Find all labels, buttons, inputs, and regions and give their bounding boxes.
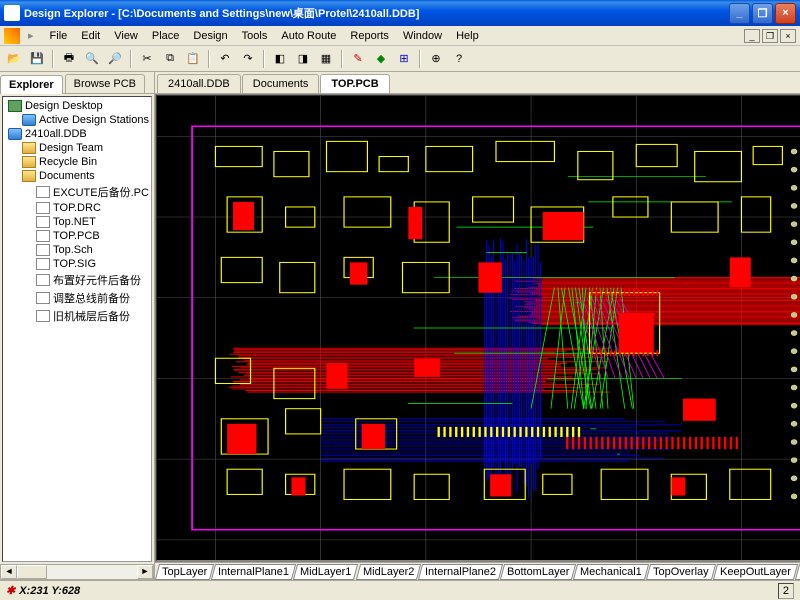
zoom-out-icon[interactable]: 🔎 <box>105 49 125 69</box>
layer-tab[interactable]: BottomLayer <box>500 564 577 580</box>
tree-item[interactable]: Top.Sch <box>5 243 149 257</box>
tool-f-icon[interactable]: ⊞ <box>394 49 414 69</box>
tree-item[interactable]: Design Team <box>5 141 149 155</box>
close-button[interactable]: × <box>775 3 796 24</box>
layer-tab[interactable]: TopLayer <box>155 564 214 580</box>
scroll-right-button[interactable]: ► <box>137 565 153 579</box>
menu-place[interactable]: Place <box>146 28 186 44</box>
tool-g-icon[interactable]: ⊕ <box>426 49 446 69</box>
tool-a-icon[interactable]: ◧ <box>270 49 290 69</box>
help-icon[interactable]: ? <box>449 49 469 69</box>
cut-icon[interactable]: ✂ <box>137 49 157 69</box>
menu-view[interactable]: View <box>108 28 144 44</box>
mdi-close-button[interactable]: × <box>780 29 796 43</box>
toolbar: 📂 💾 🖶 🔍 🔎 ✂ ⧉ 📋 ↶ ↷ ◧ ◨ ▦ ✎ ◆ ⊞ ⊕ ? <box>0 46 800 72</box>
project-tree[interactable]: Design DesktopActive Design Stations2410… <box>2 96 152 562</box>
tree-item[interactable]: Design Desktop <box>5 99 149 113</box>
layer-tab[interactable]: InternalPlane1 <box>211 564 296 580</box>
maximize-button[interactable]: ❐ <box>752 3 773 24</box>
scroll-thumb[interactable] <box>17 565 47 579</box>
copy-icon[interactable]: ⧉ <box>160 49 180 69</box>
layer-tab[interactable]: MidLayer2 <box>355 564 421 580</box>
menu-reports[interactable]: Reports <box>344 28 395 44</box>
tree-item[interactable]: TOP.PCB <box>5 229 149 243</box>
tree-item[interactable]: TOP.SIG <box>5 257 149 271</box>
menu-help[interactable]: Help <box>450 28 485 44</box>
status-indicator: 2 <box>778 583 794 599</box>
document-tabs: 2410all.DDBDocumentsTOP.PCB <box>155 72 800 94</box>
cursor-coordinates: ✱X:231 Y:628 <box>6 584 80 597</box>
work-area: 2410all.DDBDocumentsTOP.PCB TopLayerInte… <box>155 72 800 580</box>
paste-icon[interactable]: 📋 <box>183 49 203 69</box>
browse-pcb-tab[interactable]: Browse PCB <box>65 74 145 93</box>
tree-item[interactable]: 2410all.DDB <box>5 127 149 141</box>
menu-edit[interactable]: Edit <box>75 28 106 44</box>
tree-item[interactable]: Recycle Bin <box>5 155 149 169</box>
redo-icon[interactable]: ↷ <box>238 49 258 69</box>
tool-e-icon[interactable]: ◆ <box>371 49 391 69</box>
tree-item[interactable]: Active Design Stations <box>5 113 149 127</box>
doc-tab[interactable]: Documents <box>242 74 320 93</box>
app-icon <box>4 5 20 21</box>
menu-design[interactable]: Design <box>187 28 233 44</box>
doc-tab[interactable]: TOP.PCB <box>320 74 389 93</box>
tree-item[interactable]: 调整总线前备份 <box>5 289 149 307</box>
menu-logo-icon <box>4 28 20 44</box>
menu-file[interactable]: File <box>44 28 74 44</box>
statusbar: ✱X:231 Y:628 2 <box>0 580 800 600</box>
layer-tab[interactable]: Mechanical1 <box>573 564 649 580</box>
menubar: ▸ FileEditViewPlaceDesignToolsAuto Route… <box>0 26 800 46</box>
layer-tabs: TopLayerInternalPlane1MidLayer1MidLayer2… <box>155 562 800 580</box>
pcb-canvas[interactable] <box>156 95 800 561</box>
layer-tab[interactable]: TopOverlay <box>646 564 716 580</box>
layer-tab[interactable]: InternalPlane2 <box>418 564 503 580</box>
open-icon[interactable]: 📂 <box>4 49 24 69</box>
tree-item[interactable]: Documents <box>5 169 149 183</box>
print-icon[interactable]: 🖶 <box>59 49 79 69</box>
tree-item[interactable]: 布置好元件后备份 <box>5 271 149 289</box>
menu-arrow-icon: ▸ <box>28 29 34 42</box>
tree-item[interactable]: 旧机械层后备份 <box>5 307 149 325</box>
tree-hscroll[interactable]: ◄ ► <box>0 564 154 580</box>
minimize-button[interactable]: _ <box>729 3 750 24</box>
tree-item[interactable]: TOP.DRC <box>5 201 149 215</box>
explorer-tab[interactable]: Explorer <box>0 75 63 94</box>
layer-tab[interactable]: MidLayer1 <box>293 564 359 580</box>
scroll-left-button[interactable]: ◄ <box>1 565 17 579</box>
zoom-in-icon[interactable]: 🔍 <box>82 49 102 69</box>
tree-item[interactable]: EXCUTE后备份.PC <box>5 183 149 201</box>
menu-tools[interactable]: Tools <box>236 28 274 44</box>
undo-icon[interactable]: ↶ <box>215 49 235 69</box>
save-icon[interactable]: 💾 <box>27 49 47 69</box>
doc-tab[interactable]: 2410all.DDB <box>157 74 241 93</box>
tool-c-icon[interactable]: ▦ <box>316 49 336 69</box>
tool-d-icon[interactable]: ✎ <box>348 49 368 69</box>
mdi-minimize-button[interactable]: _ <box>744 29 760 43</box>
titlebar: Design Explorer - [C:\Documents and Sett… <box>0 0 800 26</box>
mdi-buttons: _ ❐ × <box>744 29 796 43</box>
titlebar-text: Design Explorer - [C:\Documents and Sett… <box>24 5 729 21</box>
layer-tab[interactable]: KeepOutLayer <box>713 564 798 580</box>
tree-item[interactable]: Top.NET <box>5 215 149 229</box>
menu-window[interactable]: Window <box>397 28 448 44</box>
menu-auto-route[interactable]: Auto Route <box>275 28 342 44</box>
explorer-panel: Explorer Browse PCB Design DesktopActive… <box>0 72 155 580</box>
window-buttons: _ ❐ × <box>729 3 796 24</box>
tool-b-icon[interactable]: ◨ <box>293 49 313 69</box>
mdi-restore-button[interactable]: ❐ <box>762 29 778 43</box>
